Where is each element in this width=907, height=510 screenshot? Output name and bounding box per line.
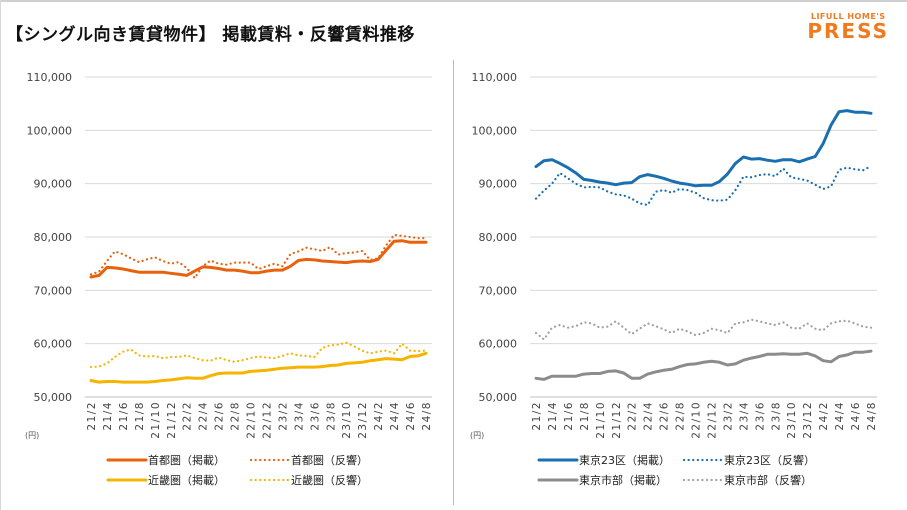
y-tick-label: 90,000 <box>34 178 73 191</box>
chart-regional: 50,000 60,000 70,000 80,000 90,000 100,000 110… <box>25 71 433 487</box>
x-tick-label: 21/12 <box>166 401 178 439</box>
x-tick-label: 23/6 <box>309 401 321 431</box>
x-tick-label: 23/10 <box>341 401 353 439</box>
x-tick-label: 24/6 <box>850 401 862 431</box>
series-line-2 <box>89 351 428 384</box>
y-tick-label: 100,000 <box>27 124 73 137</box>
x-tick-label: 24/8 <box>866 401 878 431</box>
x-tick-label: 22/8 <box>675 401 687 431</box>
logo-line2: PRESS <box>807 19 889 43</box>
x-tick-label: 21/2 <box>86 401 98 431</box>
x-tick-label: 22/2 <box>182 401 194 431</box>
x-tick-label: 21/2 <box>531 401 543 431</box>
x-tick-label: 22/6 <box>214 401 226 431</box>
x-tick-label: 22/12 <box>706 401 718 439</box>
x-tick-label: 22/4 <box>643 401 655 431</box>
page-title: 【シングル向き賃貸物件】 掲載賃料・反響賃料推移 <box>6 25 415 45</box>
x-tick-label: 22/6 <box>659 401 671 431</box>
x-tick-label: 21/6 <box>563 401 575 431</box>
unit-label: (円) <box>25 431 39 440</box>
y-tick-label: 100,000 <box>472 124 518 137</box>
panel-divider <box>453 60 454 505</box>
legend-label-3: 近畿圏（反響） <box>291 473 368 487</box>
series-line-3 <box>534 318 873 341</box>
x-tick-label: 24/8 <box>421 401 433 431</box>
x-tick-label: 23/10 <box>786 401 798 439</box>
series-line-1 <box>89 233 428 280</box>
x-tick-label: 23/12 <box>357 401 369 439</box>
x-tick-label: 23/6 <box>754 401 766 431</box>
logo-line1: LIFULL HOME'S <box>810 12 886 21</box>
y-tick-label: 70,000 <box>34 284 73 297</box>
x-tick-label: 24/4 <box>834 401 846 431</box>
legend-label-1: 首都圏（反響） <box>291 453 368 467</box>
x-tick-label: 23/2 <box>722 401 734 431</box>
chart-tokyo: 50,000 60,000 70,000 80,000 90,000 100,000 110… <box>470 71 878 487</box>
legend-label-1: 東京23区（反響） <box>724 453 815 467</box>
y-tick-label: 80,000 <box>479 231 518 244</box>
x-tick-label: 24/6 <box>405 401 417 431</box>
x-tick-label: 23/8 <box>325 401 337 431</box>
y-tick-label: 50,000 <box>479 391 518 404</box>
legend-label-2: 東京市部（掲載） <box>579 473 667 487</box>
x-tick-label: 23/8 <box>770 401 782 431</box>
series-line-3 <box>89 341 428 369</box>
x-tick-label: 22/10 <box>246 401 258 439</box>
x-tick-label: 23/4 <box>293 401 305 431</box>
series-line-0 <box>89 239 428 279</box>
x-tick-label: 22/10 <box>691 401 703 439</box>
x-tick-label: 23/2 <box>277 401 289 431</box>
y-tick-label: 60,000 <box>34 338 73 351</box>
x-tick-label: 21/4 <box>547 401 559 431</box>
x-tick-label: 22/12 <box>261 401 273 439</box>
x-tick-label: 22/8 <box>230 401 242 431</box>
x-tick-label: 21/12 <box>611 401 623 439</box>
legend-label-0: 首都圏（掲載） <box>148 453 225 467</box>
x-tick-label: 21/10 <box>595 401 607 439</box>
x-tick-label: 24/4 <box>389 401 401 431</box>
legend-label-3: 東京市部（反響） <box>724 473 812 487</box>
legend-label-2: 近畿圏（掲載） <box>148 473 225 487</box>
x-tick-label: 21/4 <box>102 401 114 431</box>
y-tick-label: 110,000 <box>472 71 518 84</box>
y-tick-label: 60,000 <box>479 338 518 351</box>
x-tick-label: 23/4 <box>738 401 750 431</box>
x-tick-label: 24/2 <box>818 401 830 431</box>
x-tick-label: 22/4 <box>198 401 210 431</box>
x-tick-label: 21/10 <box>150 401 162 439</box>
y-tick-label: 110,000 <box>27 71 73 84</box>
series-line-1 <box>534 165 873 207</box>
x-tick-label: 21/6 <box>118 401 130 431</box>
x-tick-label: 24/2 <box>373 401 385 431</box>
x-tick-label: 23/12 <box>802 401 814 439</box>
left-border <box>0 0 1 510</box>
x-tick-label: 22/2 <box>627 401 639 431</box>
series-line-0 <box>534 109 873 188</box>
legend-label-0: 東京23区（掲載） <box>579 453 670 467</box>
x-tick-label: 21/8 <box>579 401 591 431</box>
y-tick-label: 50,000 <box>34 391 73 404</box>
x-tick-label: 21/8 <box>134 401 146 431</box>
y-tick-label: 70,000 <box>479 284 518 297</box>
logo: LIFULL HOME'S PRESS <box>807 12 889 41</box>
top-border <box>0 0 907 2</box>
y-tick-label: 80,000 <box>34 231 73 244</box>
y-tick-label: 90,000 <box>479 178 518 191</box>
unit-label: (円) <box>470 431 484 440</box>
series-line-2 <box>534 349 873 381</box>
